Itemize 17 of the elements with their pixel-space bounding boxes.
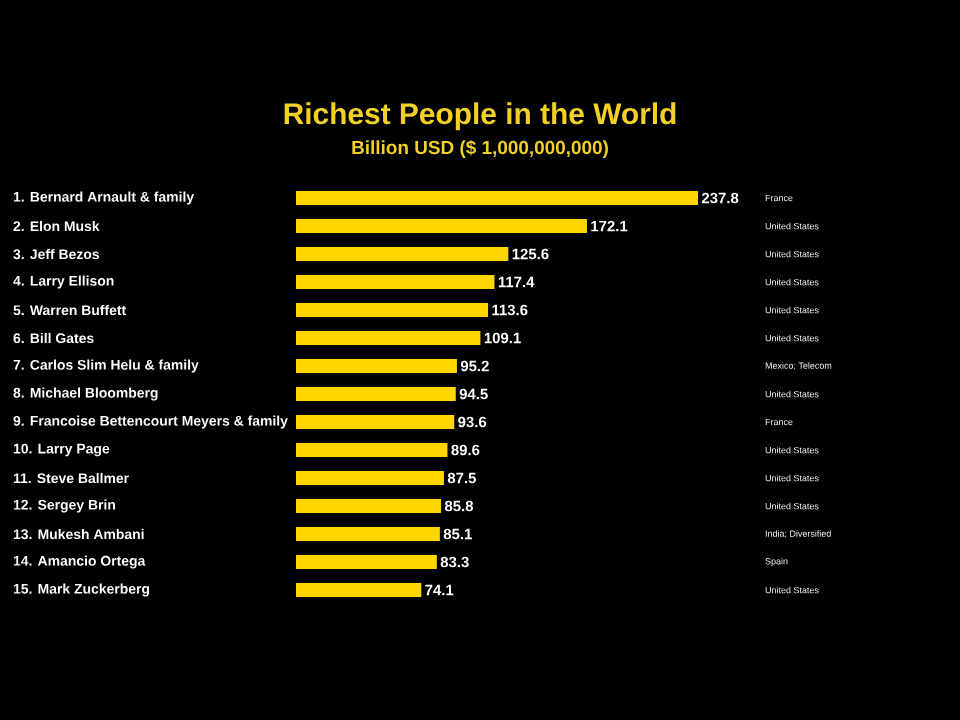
bar xyxy=(296,359,457,373)
bar xyxy=(296,415,455,429)
bar xyxy=(296,303,489,317)
bar xyxy=(296,387,456,401)
bar xyxy=(296,331,481,345)
bar xyxy=(296,527,440,541)
chart-title: Richest People in the World xyxy=(284,102,676,131)
chart-subtitle: Billion USD ($ 1,000,000,000) xyxy=(352,139,608,158)
bar xyxy=(296,247,509,261)
bar xyxy=(296,471,444,485)
bar xyxy=(296,191,699,205)
bar xyxy=(296,443,448,457)
bar xyxy=(296,555,437,569)
bar xyxy=(296,499,442,513)
bar xyxy=(296,275,495,289)
bar xyxy=(296,219,587,233)
bar xyxy=(296,583,422,597)
